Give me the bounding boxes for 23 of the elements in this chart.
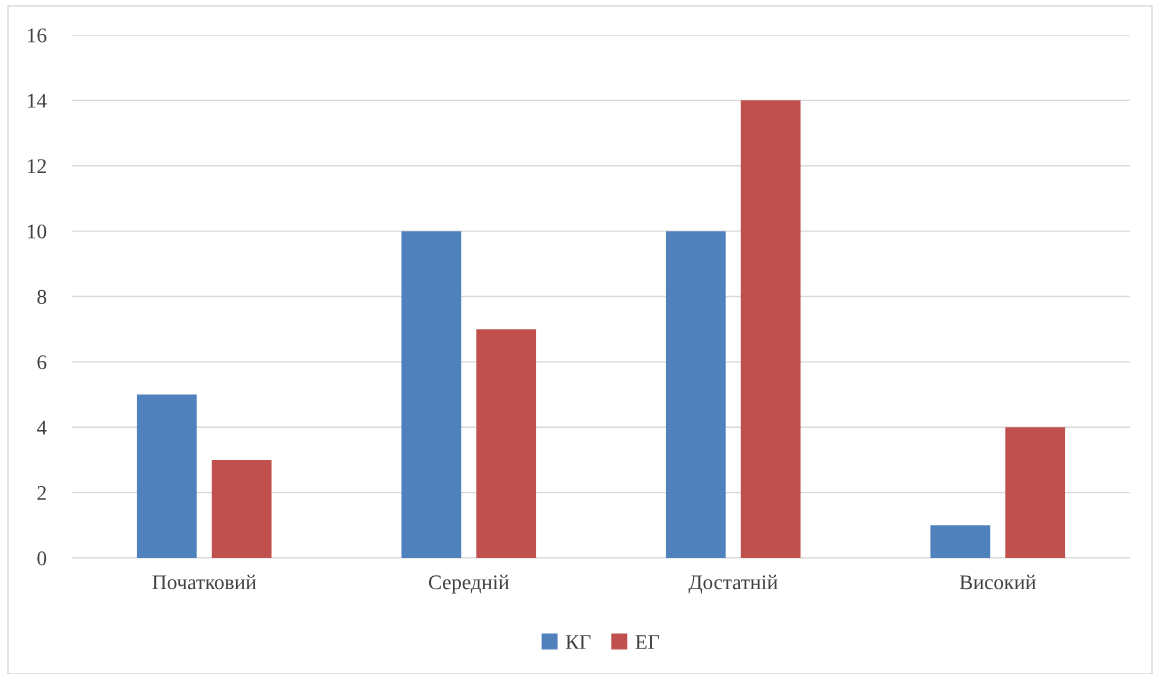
bar bbox=[930, 525, 991, 558]
y-tick-label: 10 bbox=[28, 224, 47, 239]
bar bbox=[665, 231, 726, 558]
y-tick-label: 14 bbox=[28, 93, 47, 108]
bar bbox=[476, 329, 537, 558]
bar bbox=[1005, 427, 1066, 558]
x-tick-label: Початковий bbox=[152, 574, 257, 590]
y-tick-label: 8 bbox=[37, 289, 47, 304]
bar bbox=[136, 394, 197, 558]
y-tick-label: 2 bbox=[37, 486, 46, 500]
y-tick-label: 0 bbox=[37, 551, 47, 566]
y-tick-label: 4 bbox=[36, 420, 47, 435]
bar bbox=[401, 231, 462, 558]
bar bbox=[211, 459, 272, 558]
y-tick-label: 12 bbox=[28, 159, 46, 173]
y-tick-label: 6 bbox=[37, 355, 47, 370]
bar bbox=[740, 100, 801, 558]
legend-label: ЕГ bbox=[635, 635, 660, 649]
y-tick-label: 16 bbox=[28, 28, 47, 43]
legend-label: КГ bbox=[565, 635, 591, 649]
x-tick-label: Середній bbox=[428, 574, 509, 594]
x-tick-label: Високий bbox=[959, 574, 1036, 590]
x-tick-label: Достатній bbox=[688, 574, 778, 594]
